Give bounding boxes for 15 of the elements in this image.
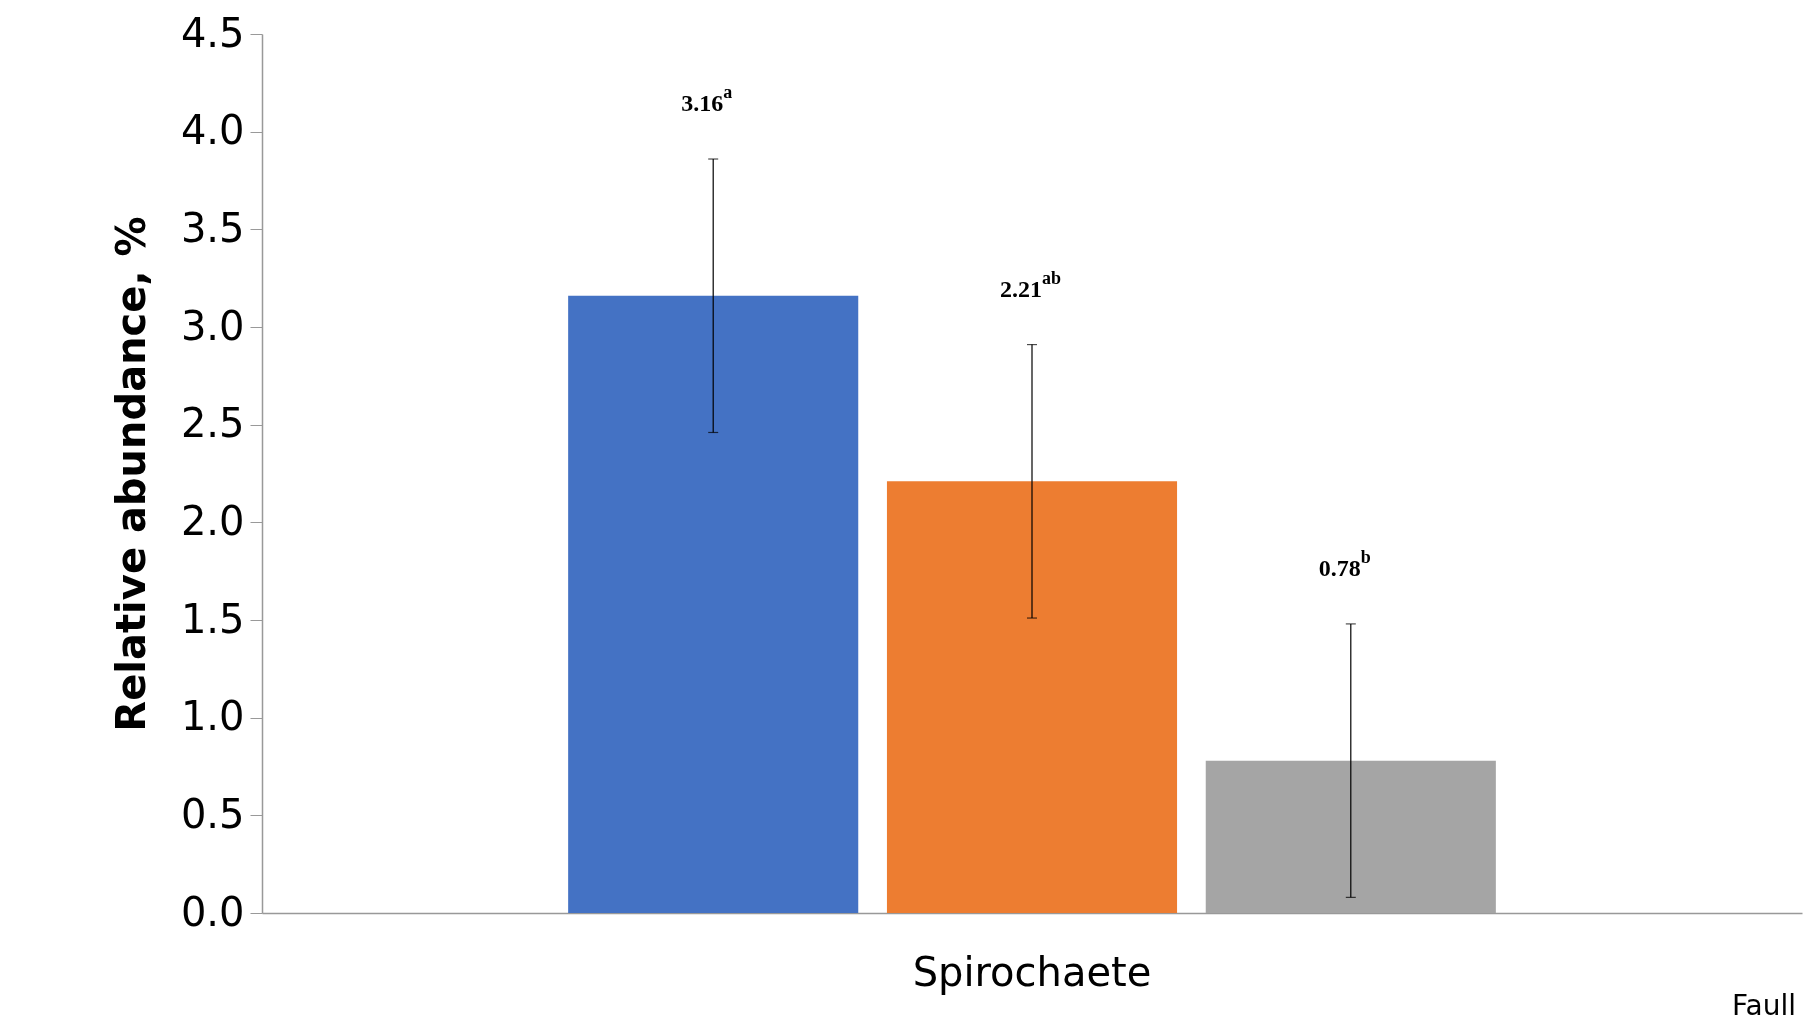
y-tick-label: 1.5	[180, 595, 245, 642]
bar	[568, 295, 859, 913]
y-tick-label: 0.5	[180, 790, 245, 837]
bar	[886, 481, 1178, 913]
y-tick-label: 3.0	[180, 302, 245, 349]
y-tick-label: 1.0	[180, 693, 245, 740]
x-tick-label: Spirochaete	[912, 948, 1152, 995]
y-tick-label: 2.0	[180, 497, 245, 544]
y-tick-label: 4.0	[180, 107, 245, 154]
y-tick-label: 0.0	[180, 888, 245, 935]
text: Faull	[1732, 989, 1796, 1022]
y-axis-title: Relative abundance, %	[107, 216, 154, 732]
y-tick-label: 4.5	[180, 9, 245, 56]
y-tick-label: 3.5	[180, 204, 245, 251]
y-tick-label: 2.5	[180, 400, 245, 447]
